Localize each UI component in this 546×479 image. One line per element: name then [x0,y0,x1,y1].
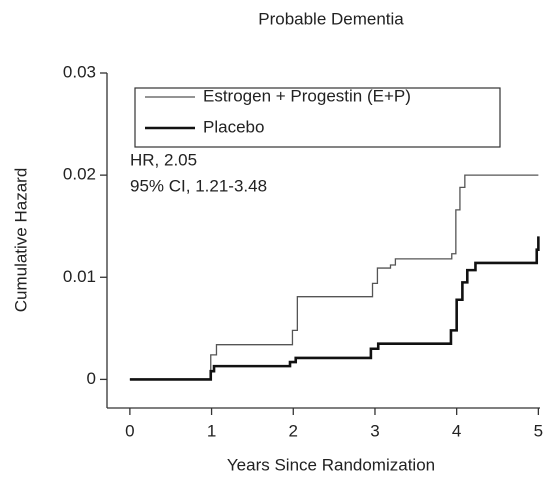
legend-label: Placebo [203,117,264,136]
y-axis-label: Cumulative Hazard [11,168,30,313]
line [129,174,539,381]
x-axis-label: Years Since Randomization [227,455,435,474]
y-tick-label: 0.03 [63,62,96,81]
chart-title: Probable Dementia [258,9,404,28]
x-tick-label: 0 [125,421,134,440]
annotation: 95% CI, 1.21-3.48 [130,176,267,195]
line [129,236,540,381]
x-tick-label: 1 [207,421,216,440]
y-tick-label: 0.02 [63,165,96,184]
x-tick-label: 2 [289,421,298,440]
x-tick-label: 4 [452,421,461,440]
legend-label: Estrogen + Progestin (E+P) [203,86,411,105]
y-tick-label: 0.01 [63,267,96,286]
legend-box [134,87,501,148]
x-tick-label: 5 [534,421,543,440]
y-tick-label: 0 [87,369,96,388]
x-tick-label: 3 [370,421,379,440]
annotation: HR, 2.05 [130,150,197,169]
